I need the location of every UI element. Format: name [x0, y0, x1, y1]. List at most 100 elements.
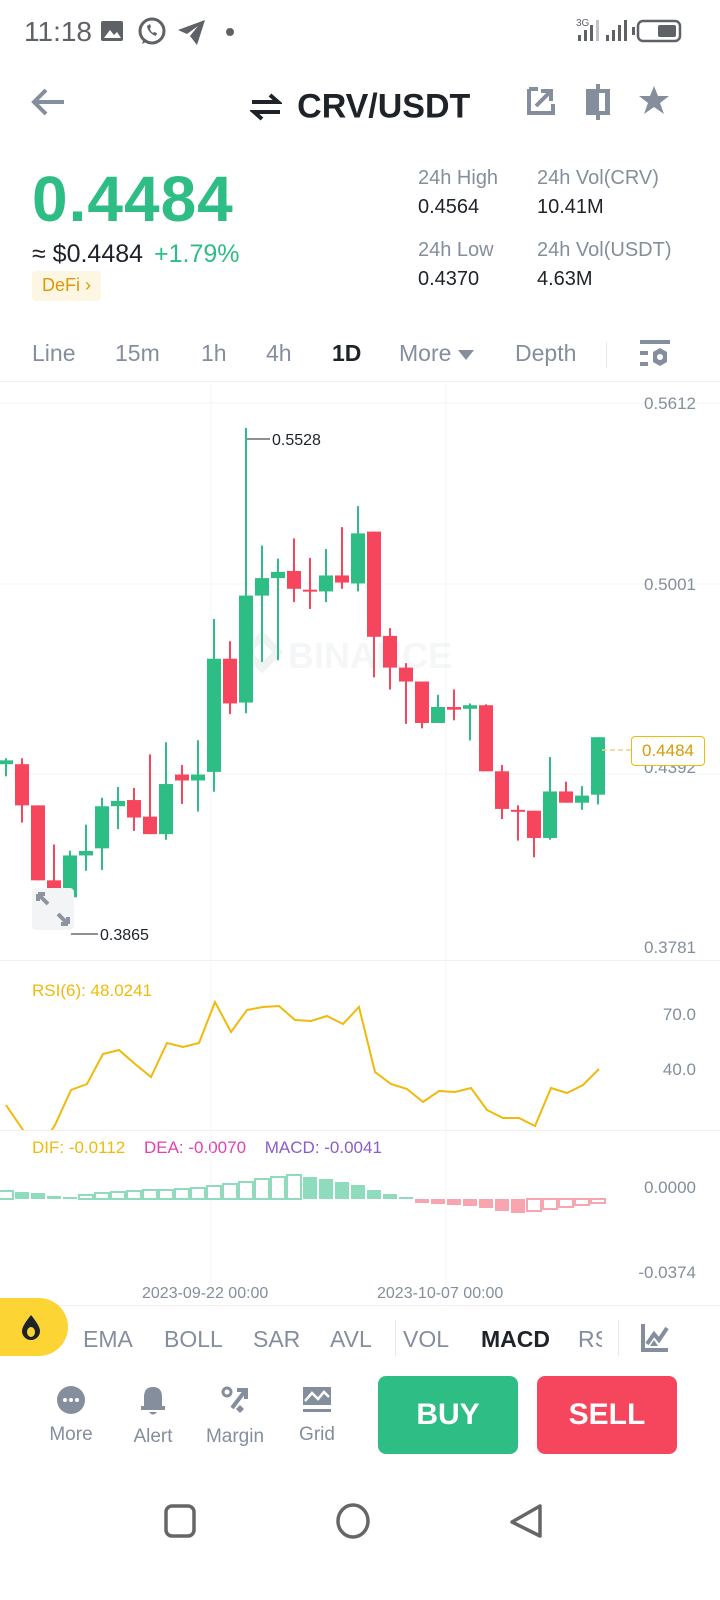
ind-avl[interactable]: AVL: [330, 1326, 372, 1352]
min-label: 0.3865: [100, 927, 149, 944]
action-alert[interactable]: Alert: [113, 1385, 193, 1448]
y-label-3: 0.3781: [644, 938, 696, 957]
ind-rsi[interactable]: RS: [578, 1326, 602, 1352]
ind-boll[interactable]: BOLL: [164, 1326, 223, 1352]
rsi-y-70: 70.0: [662, 1005, 696, 1024]
tab-divider: [606, 342, 607, 368]
telegram-icon: [178, 20, 205, 45]
macd-chart: [0, 1130, 606, 1306]
ind-ema[interactable]: EMA: [83, 1326, 133, 1352]
rsi-chart: [5, 960, 600, 1130]
interval-tabs: Line 15m 1h 4h 1D More Depth: [0, 330, 720, 382]
chart-settings-icon[interactable]: [638, 338, 672, 372]
current-price-badge: 0.4484: [631, 736, 705, 766]
candlestick-chart[interactable]: BINANCE 0.5528 0.3865: [0, 384, 720, 960]
status-time: 11:18: [24, 16, 92, 47]
action-margin[interactable]: Margin: [195, 1385, 275, 1448]
indicator-settings-icon[interactable]: [641, 1322, 669, 1352]
low-label: 24h Low: [418, 239, 494, 261]
signal-battery-icons: 3G: [576, 18, 682, 43]
max-label: 0.5528: [272, 432, 321, 449]
bell-icon: [141, 1387, 165, 1415]
macd-label: MACD: -0.0041: [264, 1138, 382, 1157]
last-price: 0.4484: [32, 163, 234, 235]
tab-line[interactable]: Line: [32, 340, 76, 366]
ind-sar[interactable]: SAR: [253, 1326, 301, 1352]
rsi-label: RSI(6): 48.0241: [32, 981, 153, 1000]
ind-divider: [395, 1320, 396, 1356]
action-margin-label: Margin: [205, 1426, 265, 1447]
vol-quote-label: 24h Vol(USDT): [537, 239, 672, 261]
tab-1d[interactable]: 1D: [332, 340, 362, 366]
fullscreen-button[interactable]: [32, 888, 74, 930]
usd-price-row: ≈ $0.4484 +1.79%: [32, 240, 240, 269]
macd-legend: DIF: -0.0112 DEA: -0.0070 MACD: -0.0041: [32, 1138, 382, 1158]
x-label-1: 2023-10-07 00:00: [377, 1285, 504, 1302]
svg-text:BINANCE: BINANCE: [288, 635, 452, 676]
expand-icon: [36, 892, 70, 926]
caret-down-icon: [457, 350, 474, 360]
tab-depth[interactable]: Depth: [515, 340, 577, 366]
tab-more[interactable]: More: [399, 340, 474, 367]
dif-label: DIF: -0.0112: [32, 1138, 126, 1157]
more-dots-icon: [57, 1386, 85, 1414]
action-more-label: More: [49, 1424, 93, 1445]
tab-1h[interactable]: 1h: [201, 340, 227, 366]
ind-divider-2: [618, 1320, 619, 1356]
y-label-1: 0.5001: [644, 575, 696, 594]
macd-y-min: -0.0374: [638, 1263, 696, 1282]
action-grid[interactable]: Grid: [277, 1385, 357, 1446]
action-alert-label: Alert: [133, 1426, 173, 1447]
tab-more-label: More: [399, 340, 452, 366]
flame-icon: [22, 1315, 40, 1340]
back-arrow-icon[interactable]: [28, 86, 68, 118]
rsi-y-40: 40.0: [662, 1060, 696, 1079]
tag-label: DeFi: [42, 275, 81, 295]
y-label-0: 0.5612: [644, 394, 696, 413]
ind-vol[interactable]: VOL: [403, 1326, 450, 1352]
defi-tag[interactable]: DeFi ›: [32, 271, 102, 301]
gallery-icon: [101, 21, 123, 41]
change-percent: +1.79%: [154, 240, 240, 268]
sell-button[interactable]: SELL: [537, 1376, 677, 1454]
star-icon[interactable]: [638, 84, 670, 116]
grid-chart-icon: [303, 1387, 331, 1412]
tab-4h[interactable]: 4h: [266, 340, 292, 366]
usd-price: ≈ $0.4484: [32, 240, 144, 268]
svg-text:3G: 3G: [576, 18, 590, 29]
candles: [0, 427, 605, 921]
binance-watermark: BINANCE: [240, 630, 452, 676]
recents-icon[interactable]: [164, 1504, 196, 1538]
high-value: 0.4564: [418, 196, 480, 218]
whatsapp-icon: [138, 17, 166, 45]
swap-arrows-icon: [248, 93, 284, 121]
vol-quote-value: 4.63M: [537, 268, 593, 290]
buy-button[interactable]: BUY: [378, 1376, 518, 1454]
action-more[interactable]: More: [31, 1385, 111, 1446]
back-nav-icon[interactable]: [510, 1504, 542, 1538]
percent-arrow-icon: [221, 1386, 248, 1413]
android-nav-bar: [164, 1503, 542, 1539]
low-value: 0.4370: [418, 268, 480, 290]
nav-header: CRV/USDT: [0, 70, 720, 140]
chevron-right-icon: ›: [85, 275, 92, 295]
share-external-icon[interactable]: [526, 86, 556, 116]
candle-icon[interactable]: [584, 84, 612, 120]
divider: [0, 1130, 720, 1131]
divider: [0, 960, 720, 961]
action-grid-label: Grid: [299, 1424, 335, 1445]
x-label-0: 2023-09-22 00:00: [142, 1285, 269, 1302]
pair-title[interactable]: CRV/USDT: [0, 86, 720, 127]
status-bar: 11:18 3G: [0, 0, 720, 64]
tab-15m[interactable]: 15m: [115, 340, 160, 366]
x-axis: 2023-09-22 00:00 2023-10-07 00:00: [0, 1284, 720, 1306]
ind-macd[interactable]: MACD: [481, 1326, 550, 1352]
dea-label: DEA: -0.0070: [143, 1138, 247, 1157]
indicator-tabs: EMA BOLL SAR AVL VOL MACD RS: [0, 1298, 720, 1370]
fire-button[interactable]: [0, 1298, 68, 1356]
notification-dot: [226, 28, 234, 36]
high-label: 24h High: [418, 167, 499, 189]
vol-base-label: 24h Vol(CRV): [537, 167, 659, 189]
macd-y-0: 0.0000: [644, 1178, 696, 1197]
home-icon[interactable]: [336, 1503, 370, 1539]
